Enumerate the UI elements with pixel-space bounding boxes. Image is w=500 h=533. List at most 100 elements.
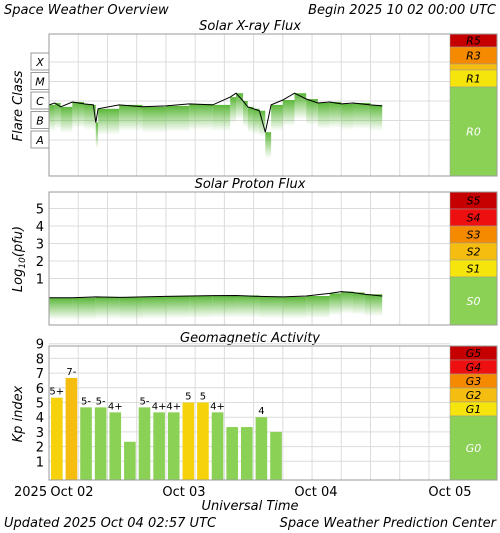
scale-label: R0 <box>466 126 481 139</box>
xray-layer <box>48 92 383 159</box>
kp-bar <box>167 412 180 480</box>
kp-bar-label: 4+ <box>108 401 123 412</box>
begin-time: Begin 2025 10 02 00:00 UTC <box>308 3 497 18</box>
xray-fill <box>282 100 295 127</box>
xray-title: Solar X-ray Flux <box>199 19 301 34</box>
proton-fill <box>236 295 260 318</box>
kp-bar-label: 5+ <box>49 387 64 398</box>
proton-fill <box>119 297 143 320</box>
xray-fill <box>95 122 99 149</box>
proton-tick: 2 <box>36 255 44 270</box>
kp-bar-label: 5- <box>139 396 149 407</box>
xray-fill <box>271 104 283 131</box>
kp-bar-label: 5 <box>200 392 206 403</box>
kp-bar <box>124 441 136 480</box>
proton-tick: 3 <box>36 238 44 253</box>
kp-tick: 9 <box>36 338 44 353</box>
xray-fill <box>165 105 190 132</box>
kp-tick: 6 <box>36 382 44 397</box>
xray-fill <box>259 110 266 137</box>
geomag-ylabel: Kp index <box>11 385 26 442</box>
scale-label: G0 <box>466 442 482 455</box>
scale-label: R1 <box>466 73 481 86</box>
scale-label: S5 <box>467 195 481 208</box>
kp-bar <box>270 431 282 480</box>
kp-bar-label: 4+ <box>210 401 225 412</box>
xray-fill <box>329 101 342 128</box>
kp-bar-label: 4+ <box>152 401 167 412</box>
flare-class-label: X <box>35 56 44 69</box>
xray-fill <box>60 106 73 133</box>
xray-fill <box>236 93 244 120</box>
xray-frame <box>48 33 498 177</box>
kp-tick: 5 <box>36 397 44 412</box>
xray-fill <box>243 101 248 127</box>
proton-fill <box>49 297 73 320</box>
xray-fill <box>247 106 254 133</box>
updated-time: Updated 2025 Oct 04 02:57 UTC <box>4 516 217 531</box>
flare-class-label: B <box>36 115 44 128</box>
xray-fill <box>230 97 237 124</box>
scale-label: G1 <box>466 403 482 416</box>
kp-tick: 4 <box>36 411 44 426</box>
kp-bar-label: 4 <box>258 406 264 417</box>
kp-bar <box>255 417 268 480</box>
proton-tick: 5 <box>36 203 44 218</box>
proton-fill <box>189 296 213 318</box>
geomag-frame <box>48 345 498 481</box>
scale-segment <box>449 415 498 481</box>
flare-class-label: C <box>36 95 44 108</box>
proton-title: Solar Proton Flux <box>195 177 306 192</box>
x-tick: Oct 05 <box>428 485 471 500</box>
kp-tick: 8 <box>36 352 44 367</box>
proton-fill <box>352 292 365 315</box>
xray-fill <box>72 101 85 128</box>
proton-fill <box>259 296 283 319</box>
x-tick: Oct 03 <box>162 485 205 500</box>
scale-label: S0 <box>467 295 481 308</box>
xray-fill <box>49 104 55 131</box>
kp-bar <box>226 427 238 480</box>
kp-tick: 3 <box>36 426 44 441</box>
kp-bar-label: 5- <box>81 396 91 407</box>
scale-label: S3 <box>467 229 481 242</box>
scale-segment <box>449 276 498 326</box>
x-tick-labels: 2025 Oct 02 Oct 03 Oct 04 Oct 05 <box>14 485 472 500</box>
proton-fill <box>282 296 307 319</box>
proton-trace <box>49 291 383 299</box>
xray-trace <box>48 92 383 133</box>
xray-fill <box>119 104 143 131</box>
xray-fill <box>142 106 166 133</box>
kp-bar-label: 4+ <box>166 401 181 412</box>
kp-bar-label: 5- <box>96 396 106 407</box>
kp-bar <box>240 427 253 480</box>
kp-bar-label: 7- <box>66 367 76 378</box>
x-tick: Oct 02 <box>50 485 93 500</box>
kp-bar <box>211 412 224 480</box>
proton-fill <box>364 294 383 317</box>
scale-label: G5 <box>466 347 482 360</box>
proton-fill <box>95 296 120 319</box>
xray-fill <box>317 102 330 129</box>
flare-class-label: A <box>35 134 44 147</box>
xray-fill <box>189 103 213 130</box>
xray-fill <box>84 103 94 130</box>
xray-fill <box>341 103 353 130</box>
kp-tick: 7 <box>36 367 44 382</box>
kp-bar <box>65 377 78 480</box>
xray-fill <box>352 102 371 129</box>
scale-label: G4 <box>466 361 482 374</box>
x-year-label: 2025 <box>14 485 47 500</box>
scale-label: S4 <box>467 212 481 225</box>
xray-ylabel: Flare Class <box>11 70 26 141</box>
xray-fill <box>253 108 260 135</box>
kp-tick: 1 <box>36 455 44 470</box>
kp-bar <box>51 397 63 480</box>
kp-bar <box>80 407 92 480</box>
kp-bar <box>94 407 107 480</box>
scale-label: R3 <box>466 50 481 63</box>
proton-ylabel: Log10(pfu) <box>11 226 28 292</box>
